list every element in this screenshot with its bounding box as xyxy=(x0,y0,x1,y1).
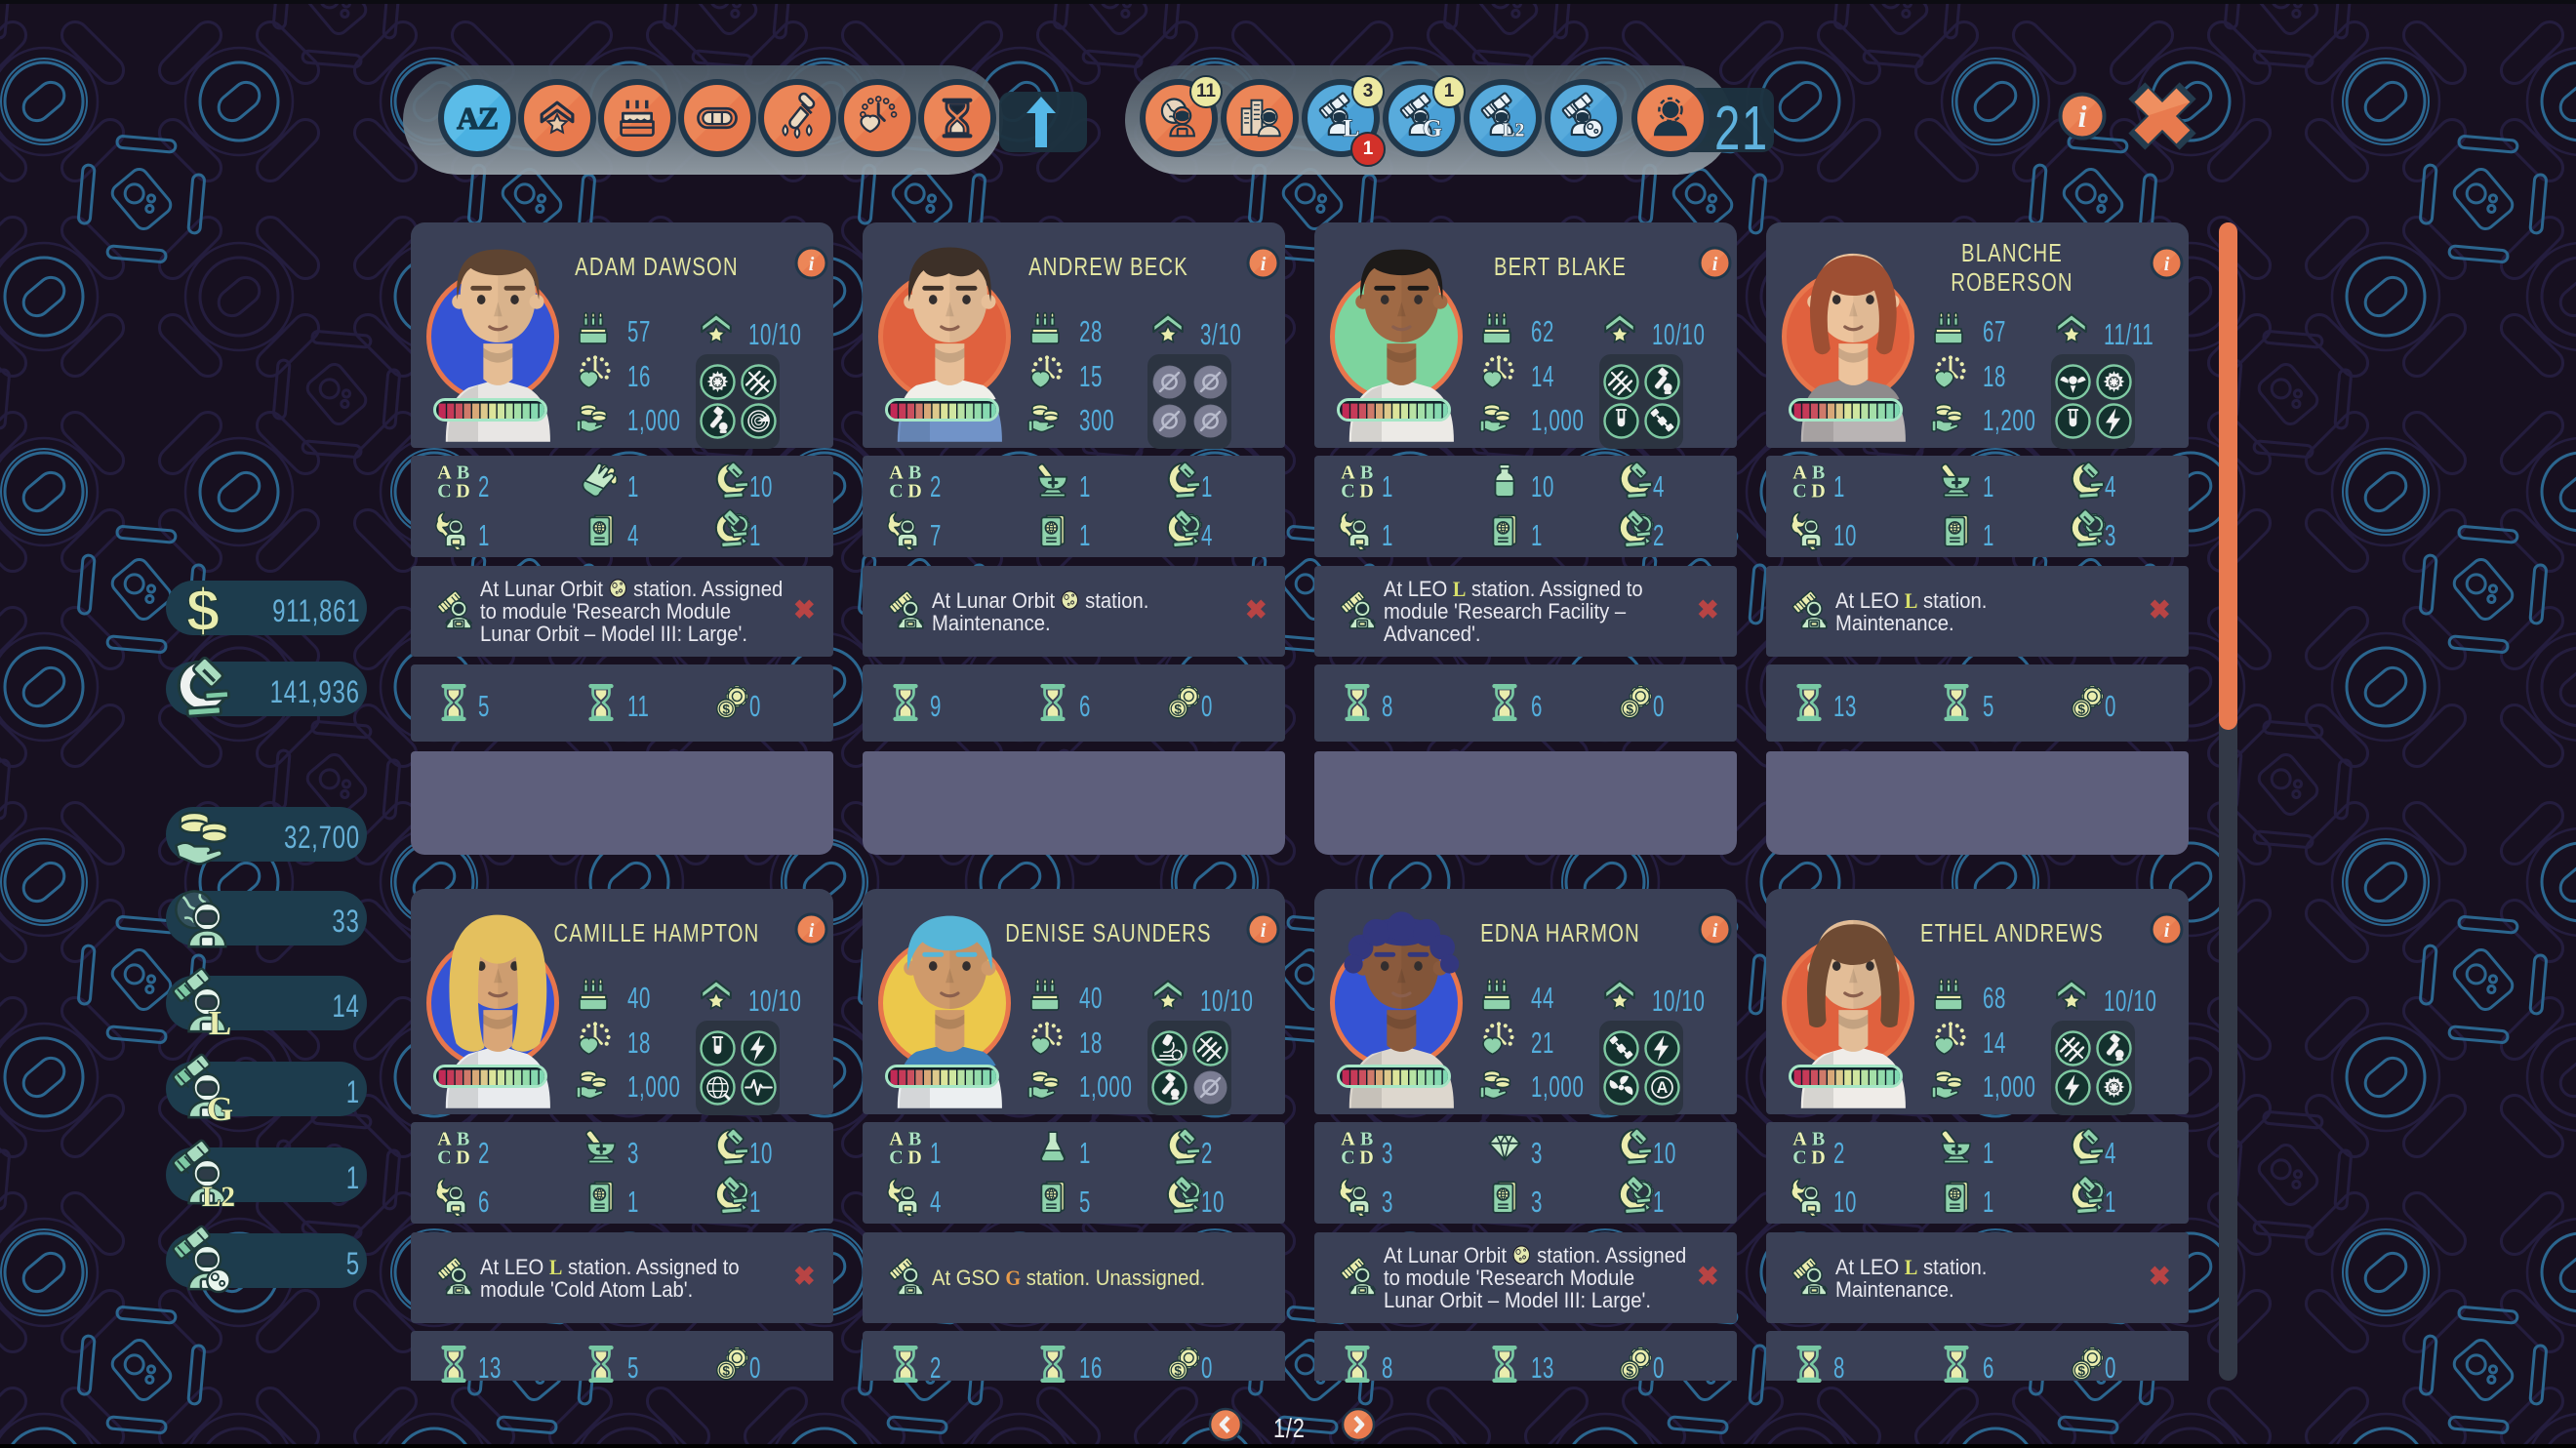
svg-text:D: D xyxy=(1811,480,1825,502)
svg-text:$: $ xyxy=(186,577,220,643)
svg-text:C: C xyxy=(1792,1146,1806,1168)
svg-text:A: A xyxy=(889,462,904,483)
svg-text:C: C xyxy=(1341,1146,1354,1168)
svg-text:B: B xyxy=(457,1128,469,1149)
svg-text:L: L xyxy=(209,1004,231,1042)
svg-text:i: i xyxy=(1261,920,1267,942)
svg-text:D: D xyxy=(456,480,469,502)
svg-text:G: G xyxy=(207,1090,233,1128)
svg-text:B: B xyxy=(908,462,921,483)
svg-text:B: B xyxy=(1812,1128,1825,1149)
svg-text:D: D xyxy=(1359,480,1373,502)
svg-text:$: $ xyxy=(722,1364,730,1379)
svg-text:L2: L2 xyxy=(202,1182,235,1213)
svg-text:i: i xyxy=(2164,920,2170,942)
svg-text:D: D xyxy=(456,1146,469,1168)
svg-text:C: C xyxy=(1792,480,1806,502)
svg-text:C: C xyxy=(1341,480,1354,502)
svg-text:L2: L2 xyxy=(1503,120,1525,141)
svg-text:$: $ xyxy=(722,703,730,717)
svg-text:$: $ xyxy=(1626,1364,1633,1379)
svg-text:i: i xyxy=(1712,254,1718,275)
svg-text:i: i xyxy=(2078,100,2087,134)
svg-text:D: D xyxy=(1359,1146,1373,1168)
svg-text:i: i xyxy=(809,254,815,275)
svg-text:A: A xyxy=(1792,462,1807,483)
svg-text:C: C xyxy=(889,480,903,502)
svg-text:A: A xyxy=(1341,462,1355,483)
svg-text:B: B xyxy=(908,1128,921,1149)
svg-text:i: i xyxy=(2164,254,2170,275)
svg-text:A: A xyxy=(1656,1079,1668,1097)
svg-text:D: D xyxy=(907,480,921,502)
svg-text:A: A xyxy=(437,1128,452,1149)
svg-text:C: C xyxy=(437,1146,451,1168)
svg-text:A: A xyxy=(1341,1128,1355,1149)
svg-text:D: D xyxy=(1811,1146,1825,1168)
svg-text:i: i xyxy=(809,920,815,942)
svg-text:B: B xyxy=(1812,462,1825,483)
svg-text:AZ: AZ xyxy=(457,101,498,136)
svg-text:$: $ xyxy=(1626,703,1633,717)
svg-text:C: C xyxy=(437,480,451,502)
svg-text:A: A xyxy=(889,1128,904,1149)
svg-text:B: B xyxy=(1360,1128,1373,1149)
svg-text:C: C xyxy=(889,1146,903,1168)
svg-text:D: D xyxy=(907,1146,921,1168)
svg-text:i: i xyxy=(1712,920,1718,942)
svg-text:B: B xyxy=(457,462,469,483)
svg-text:A: A xyxy=(1792,1128,1807,1149)
svg-text:$: $ xyxy=(1174,703,1182,717)
svg-text:A: A xyxy=(437,462,452,483)
svg-text:$: $ xyxy=(1174,1364,1182,1379)
svg-text:B: B xyxy=(1360,462,1373,483)
svg-text:i: i xyxy=(1261,254,1267,275)
svg-text:$: $ xyxy=(2077,703,2085,717)
svg-text:G: G xyxy=(1423,113,1442,141)
svg-text:$: $ xyxy=(2077,1364,2085,1379)
